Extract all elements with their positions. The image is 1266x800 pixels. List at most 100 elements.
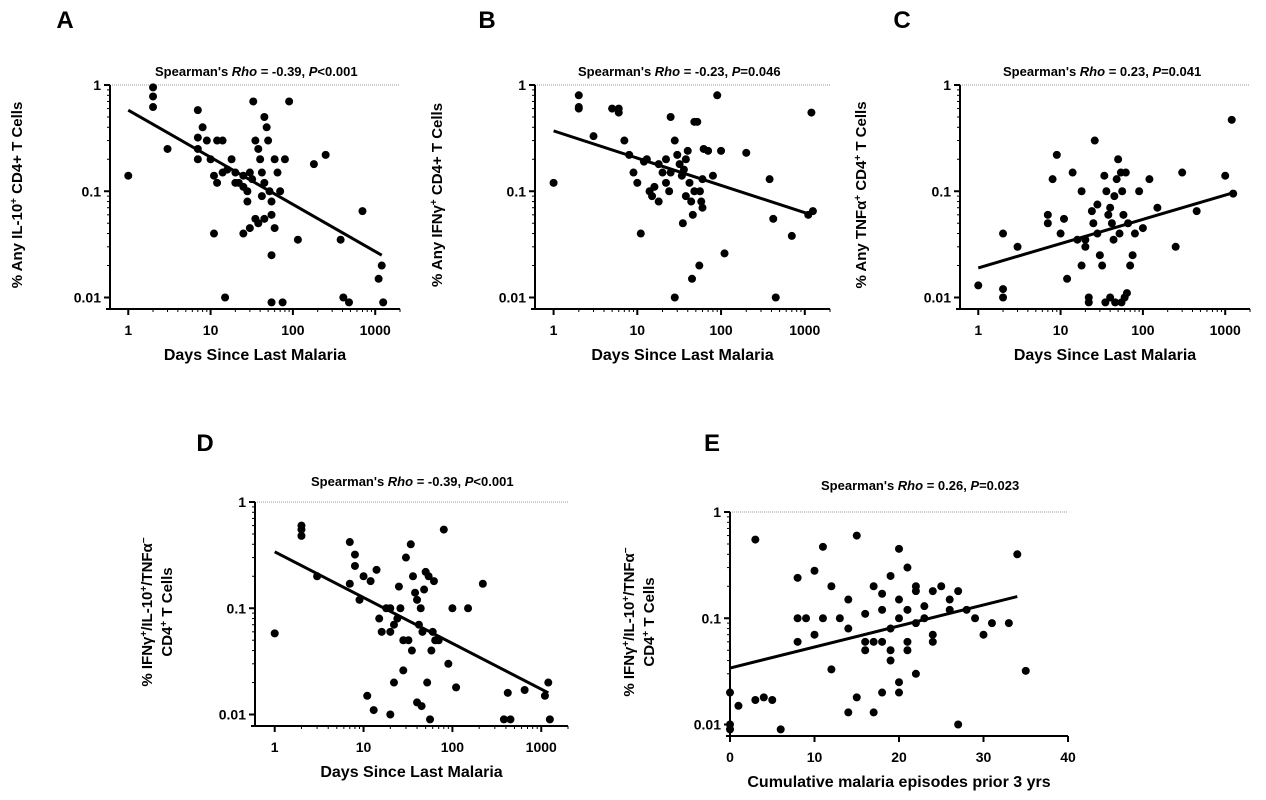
data-point [1117, 298, 1126, 307]
data-point [620, 136, 629, 145]
data-point [1112, 175, 1121, 184]
data-point [886, 571, 895, 580]
ylabel-part: + [429, 199, 440, 205]
spearman-stat-rho: Rho [232, 64, 257, 79]
y-tick-label: 0.01 [499, 290, 526, 306]
data-point [633, 178, 642, 187]
spearman-annotation: Spearman's Rho = -0.23, P=0.046 [578, 64, 781, 79]
x-tick-label: 100 [1131, 322, 1155, 338]
data-point [1109, 235, 1118, 244]
data-point [423, 678, 432, 687]
data-point [690, 187, 699, 196]
data-point [503, 688, 512, 697]
data-point [270, 155, 279, 164]
ylabel-part: + [159, 621, 170, 627]
x-tick-label: 1 [550, 322, 558, 338]
data-point [670, 293, 679, 302]
data-point [429, 577, 438, 586]
y-axis-label: % Any IL-10+ CD4+ T Cells [9, 102, 27, 289]
data-point [407, 646, 416, 655]
ylabel-part: T Cells [159, 567, 176, 620]
y-tick-label: 0.01 [694, 717, 721, 733]
data-point [810, 566, 819, 575]
data-point [818, 542, 827, 551]
panel-e: E Spearman's Rho = 0.26, P=0.023 0 10 20 30 40… [621, 430, 1076, 791]
data-point [394, 582, 403, 591]
data-point [366, 577, 375, 586]
data-point [704, 146, 713, 155]
data-point [869, 582, 878, 591]
ylabel-part: γ [139, 636, 156, 645]
data-point [861, 609, 870, 618]
data-point [1135, 187, 1144, 196]
data-point [221, 293, 230, 302]
data-point [697, 197, 706, 206]
data-point [589, 132, 598, 141]
data-point [776, 725, 785, 734]
data-point [439, 525, 448, 534]
data-point [213, 178, 222, 187]
data-point [245, 168, 254, 177]
data-point [717, 146, 726, 155]
data-point [406, 540, 415, 549]
data-point [257, 168, 266, 177]
data-point [350, 561, 359, 570]
ylabel-part: CD4+ T Cells [429, 103, 446, 199]
spearman-stat-prefix: Spearman's [155, 64, 232, 79]
data-point [1052, 150, 1061, 159]
data-point [273, 168, 282, 177]
data-point [267, 298, 276, 307]
spearman-stat-prefix: Spearman's [578, 64, 655, 79]
data-point [417, 702, 426, 711]
data-point [726, 720, 734, 729]
data-point [979, 630, 988, 639]
spearman-stat-prefix: Spearman's [821, 478, 898, 493]
data-point [1106, 293, 1115, 302]
data-point [903, 563, 912, 572]
ylabel-part: CD4 [853, 160, 870, 195]
data-point [734, 701, 743, 710]
ylabel-part: + [621, 641, 632, 647]
data-point [375, 614, 384, 623]
spearman-stat-end: <0.001 [317, 64, 357, 79]
data-point [683, 146, 692, 155]
data-point [1013, 550, 1022, 559]
y-tick-label: 0.1 [227, 600, 247, 616]
data-point [411, 588, 420, 597]
data-point [793, 614, 802, 623]
x-tick-label: 20 [891, 749, 907, 765]
data-point [726, 688, 734, 697]
data-point [396, 604, 405, 613]
data-point [193, 133, 202, 142]
data-point [1104, 210, 1113, 219]
data-point [665, 187, 674, 196]
spearman-stat-end: <0.001 [473, 474, 513, 489]
data-point [987, 619, 996, 628]
ylabel-part: T Cells [853, 101, 870, 154]
ylabel-part: % Any IFN [429, 213, 446, 287]
data-point [629, 168, 638, 177]
data-point [399, 636, 408, 645]
data-point [666, 112, 675, 121]
spearman-annotation: Spearman's Rho = 0.23, P=0.041 [1003, 64, 1201, 79]
data-point [869, 708, 878, 717]
data-point [1059, 214, 1068, 223]
data-point [1128, 251, 1137, 260]
data-point [464, 604, 473, 613]
x-tick-label: 1000 [526, 739, 557, 755]
data-point [768, 696, 777, 705]
data-point [372, 565, 381, 574]
data-point [506, 715, 515, 724]
data-point [1106, 203, 1115, 212]
y-tick-label: 0.01 [74, 290, 101, 306]
data-point [1021, 666, 1030, 675]
data-point [903, 637, 912, 646]
panel-letter: D [196, 430, 213, 457]
data-point [260, 112, 269, 121]
ylabel-part: − [139, 537, 150, 543]
data-point [257, 192, 266, 201]
data-point [413, 595, 422, 604]
data-point [574, 103, 583, 112]
spearman-stat-mid: = -0.23, [680, 64, 732, 79]
spearman-stat-end: =0.023 [979, 478, 1019, 493]
